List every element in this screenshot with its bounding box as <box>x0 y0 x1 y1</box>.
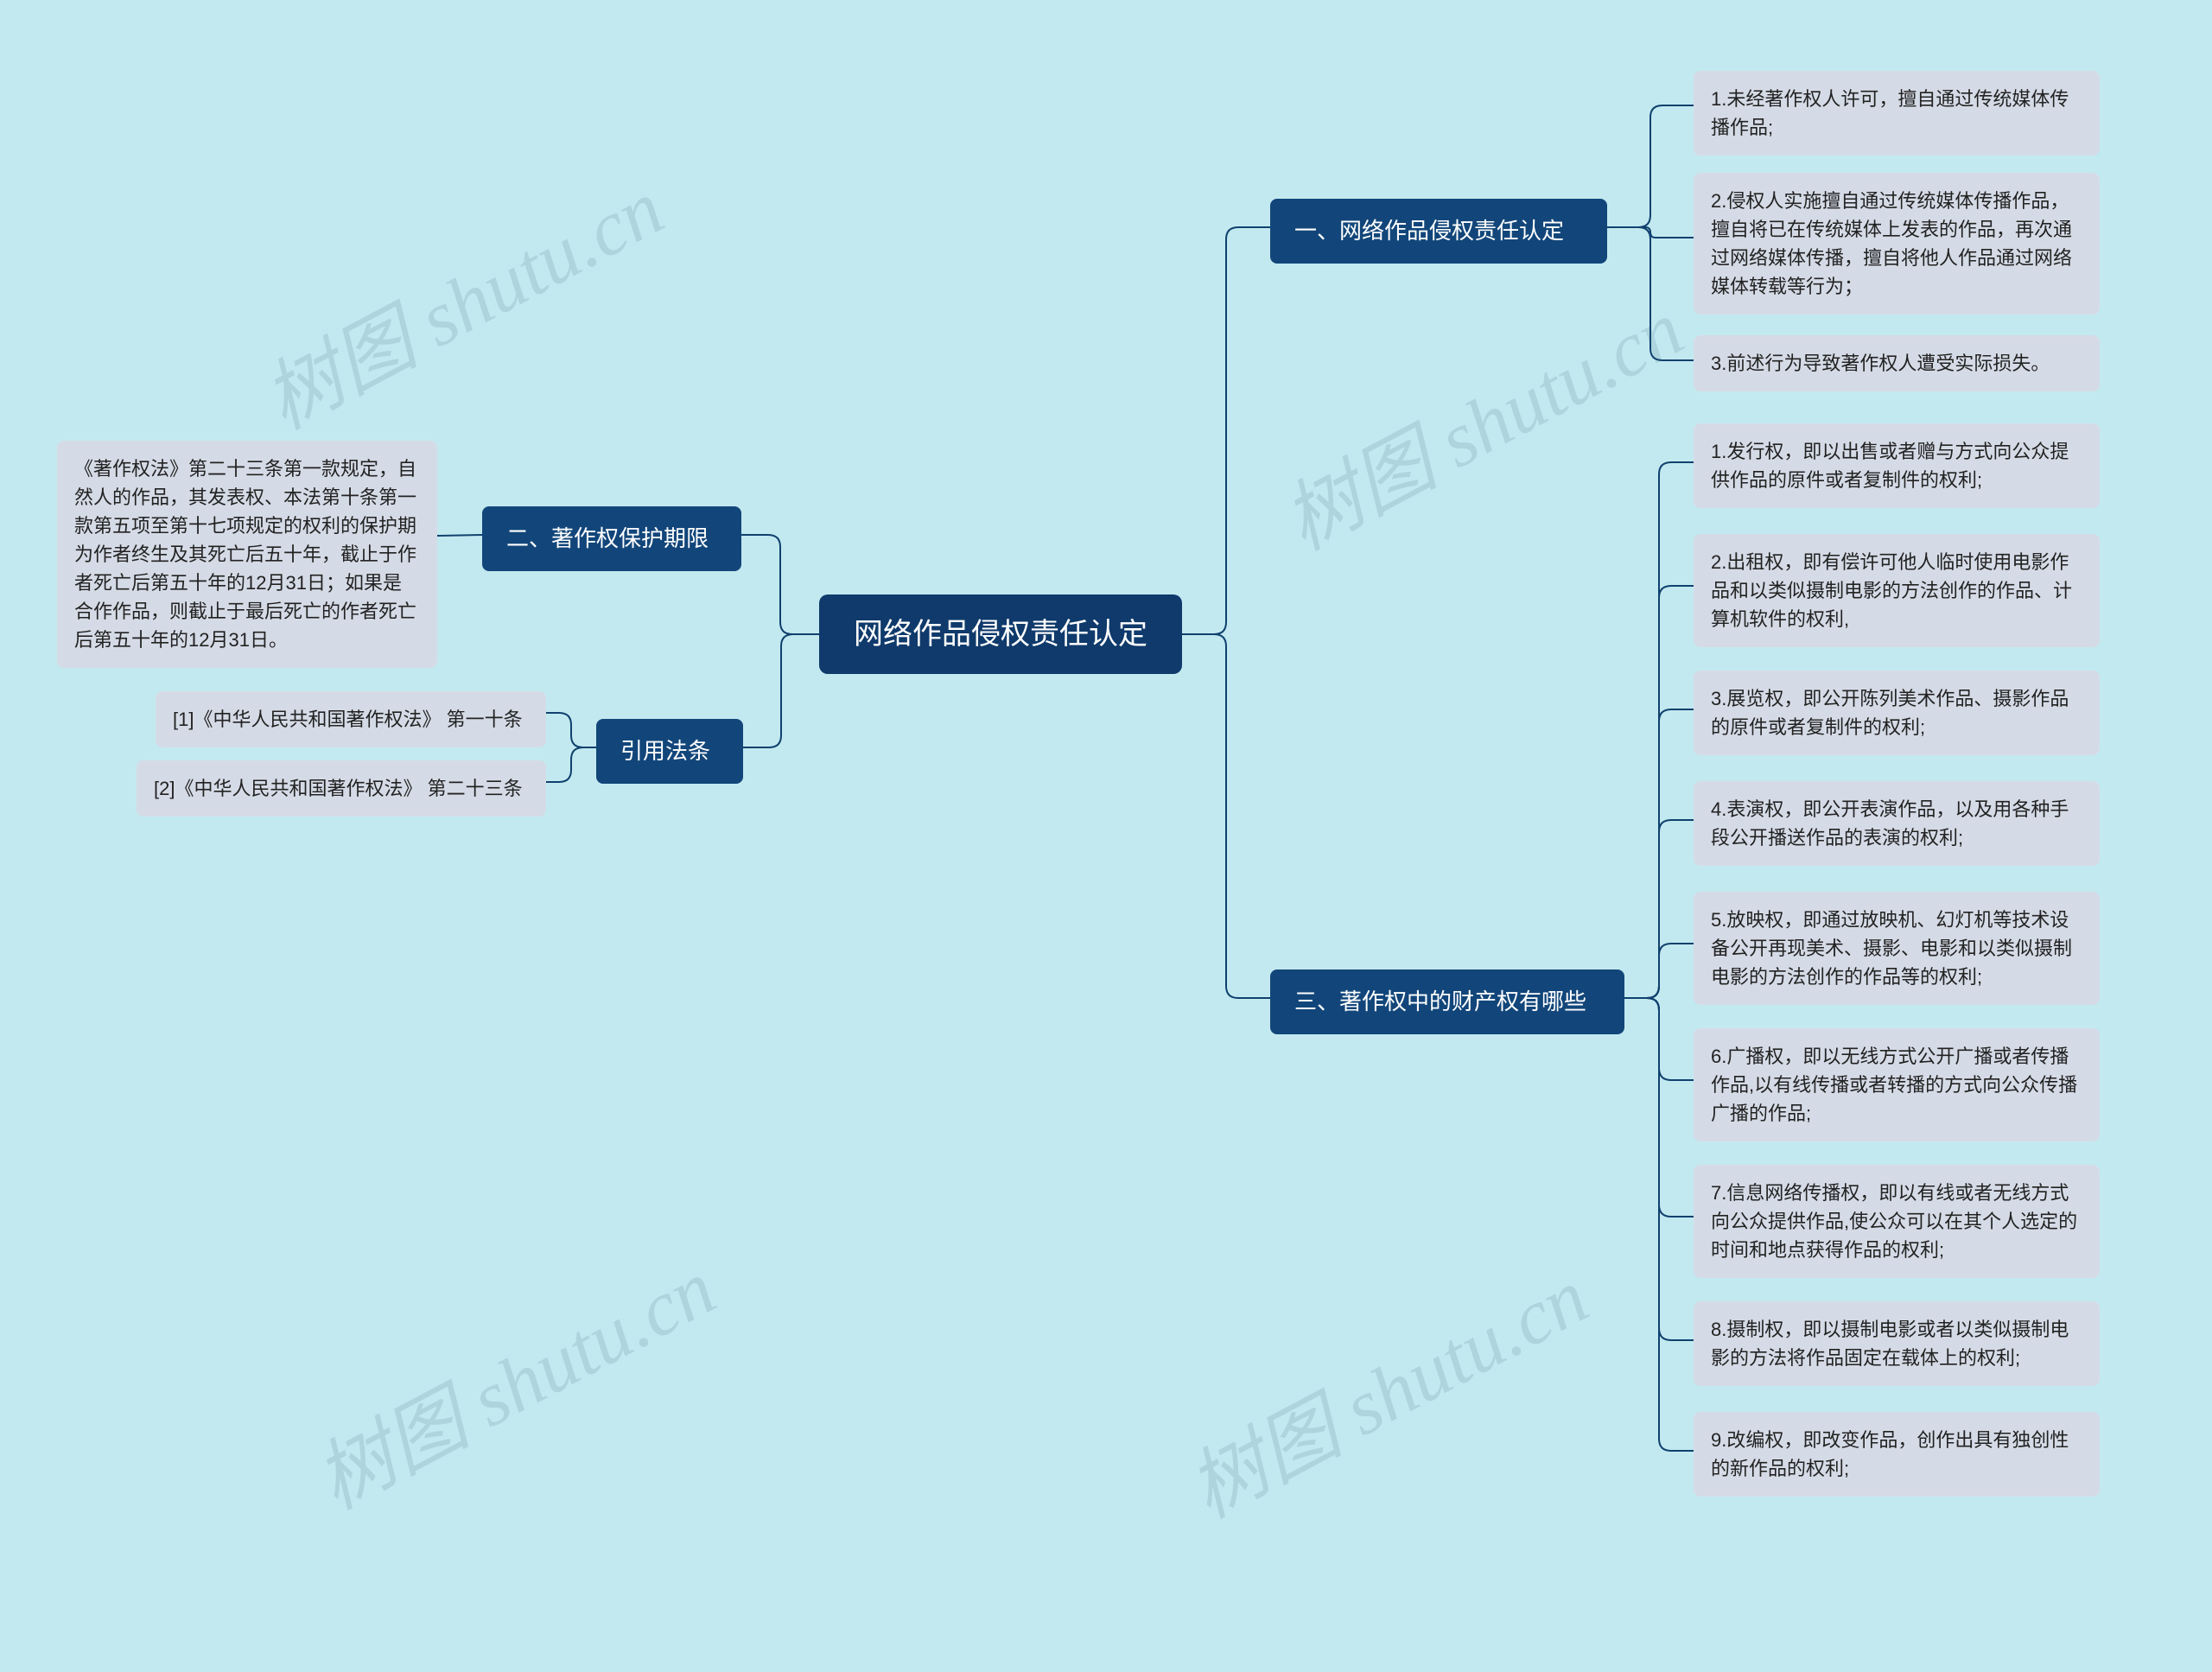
watermark: 树图 shutu.cn <box>1261 267 1699 571</box>
leaf-node-r3-7: 8.摄制权，即以摄制电影或者以类似摄制电影的方法将作品固定在载体上的权利; <box>1694 1301 2100 1386</box>
leaf-node-r3-2: 3.展览权，即公开陈列美术作品、摄影作品的原件或者复制件的权利; <box>1694 671 2100 755</box>
leaf-node-l4-1: [2]《中华人民共和国著作权法》 第二十三条 <box>137 760 546 817</box>
leaf-node-r3-6: 7.信息网络传播权，即以有线或者无线方式向公众提供作品,使公众可以在其个人选定的… <box>1694 1165 2100 1278</box>
leaf-node-r3-3: 4.表演权，即公开表演作品，以及用各种手段公开播送作品的表演的权利; <box>1694 781 2100 866</box>
leaf-node-r1-1: 2.侵权人实施擅自通过传统媒体传播作品，擅自将已在传统媒体上发表的作品，再次通过… <box>1694 173 2100 315</box>
leaf-node-r3-1: 2.出租权，即有偿许可他人临时使用电影作品和以类似摄制电影的方法创作的作品、计算… <box>1694 534 2100 647</box>
leaf-node-r3-5: 6.广播权，即以无线方式公开广播或者传播作品,以有线传播或者转播的方式向公众传播… <box>1694 1028 2100 1141</box>
leaf-node-r3-0: 1.发行权，即以出售或者赠与方式向公众提供作品的原件或者复制件的权利; <box>1694 423 2100 508</box>
leaf-node-r3-4: 5.放映权，即通过放映机、幻灯机等技术设备公开再现美术、摄影、电影和以类似摄制电… <box>1694 892 2100 1005</box>
watermark: 树图 shutu.cn <box>293 1226 731 1530</box>
leaf-node-r1-0: 1.未经著作权人许可，擅自通过传统媒体传播作品; <box>1694 71 2100 156</box>
leaf-node-r1-2: 3.前述行为导致著作权人遭受实际损失。 <box>1694 335 2100 391</box>
branch-node-l4[interactable]: 引用法条 <box>596 719 743 784</box>
leaf-node-l4-0: [1]《中华人民共和国著作权法》 第一十条 <box>156 691 546 747</box>
branch-node-l2[interactable]: 二、著作权保护期限 <box>482 506 741 571</box>
leaf-node-r3-8: 9.改编权，即改变作品，创作出具有独创性的新作品的权利; <box>1694 1412 2100 1497</box>
leaf-node-l2-0: 《著作权法》第二十三条第一款规定，自然人的作品，其发表权、本法第十条第一款第五项… <box>57 441 437 668</box>
root-node[interactable]: 网络作品侵权责任认定 <box>819 594 1182 674</box>
watermark: 树图 shutu.cn <box>1166 1235 1604 1539</box>
branch-node-r3[interactable]: 三、著作权中的财产权有哪些 <box>1270 970 1624 1034</box>
watermark: 树图 shutu.cn <box>241 146 679 450</box>
branch-node-r1[interactable]: 一、网络作品侵权责任认定 <box>1270 199 1607 264</box>
